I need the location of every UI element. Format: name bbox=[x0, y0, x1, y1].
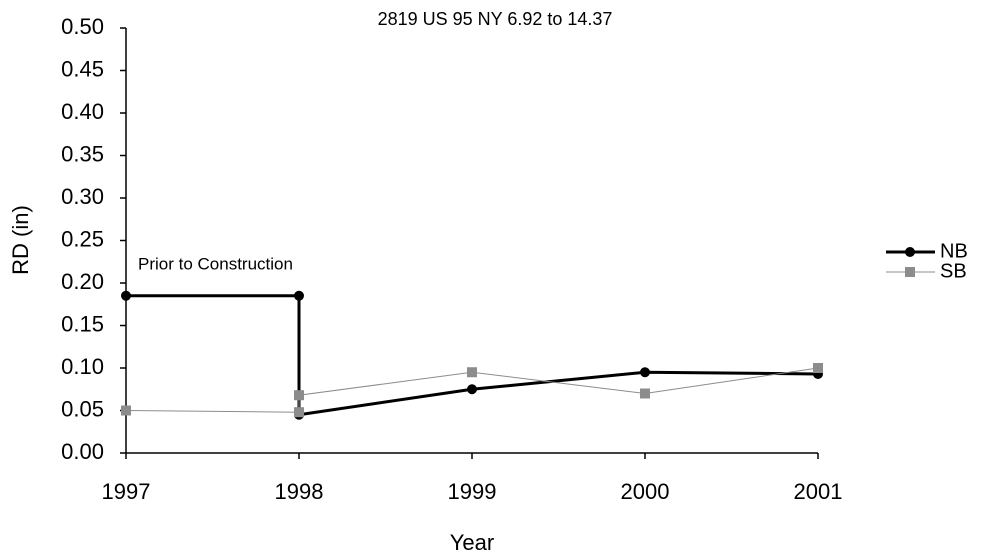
y-tick-label: 0.05 bbox=[61, 396, 104, 421]
marker bbox=[294, 407, 304, 418]
marker bbox=[640, 388, 650, 399]
marker bbox=[467, 384, 477, 395]
marker bbox=[467, 367, 477, 378]
marker bbox=[294, 290, 304, 301]
y-tick-label: 0.30 bbox=[61, 184, 104, 209]
legend-label: NB bbox=[940, 240, 968, 262]
marker bbox=[640, 367, 650, 378]
annotation: Prior to Construction bbox=[138, 254, 293, 273]
x-tick-label: 2001 bbox=[794, 479, 843, 504]
y-tick-label: 0.35 bbox=[61, 141, 104, 166]
y-tick-label: 0.00 bbox=[61, 439, 104, 464]
y-tick-label: 0.45 bbox=[61, 56, 104, 81]
y-tick-label: 0.40 bbox=[61, 99, 104, 124]
chart-title: 2819 US 95 NY 6.92 to 14.37 bbox=[378, 9, 613, 29]
y-tick-label: 0.25 bbox=[61, 226, 104, 251]
series-line bbox=[126, 294, 819, 417]
marker bbox=[813, 363, 823, 373]
x-tick-label: 1997 bbox=[102, 479, 151, 504]
marker bbox=[121, 290, 131, 301]
marker bbox=[121, 405, 131, 416]
y-axis-label: RD (in) bbox=[8, 205, 33, 275]
x-tick-label: 1998 bbox=[275, 479, 324, 504]
y-tick-label: 0.50 bbox=[61, 14, 104, 39]
x-tick-label: 1999 bbox=[448, 479, 497, 504]
y-tick-label: 0.10 bbox=[61, 354, 104, 379]
y-tick-label: 0.15 bbox=[61, 311, 104, 336]
x-tick-label: 2000 bbox=[621, 479, 670, 504]
series-line bbox=[125, 367, 819, 413]
y-tick-label: 0.20 bbox=[61, 269, 104, 294]
legend-marker bbox=[905, 267, 915, 277]
legend-label: SB bbox=[940, 260, 967, 282]
marker bbox=[294, 390, 304, 401]
legend-marker bbox=[905, 247, 915, 257]
x-axis-label: Year bbox=[450, 530, 494, 555]
